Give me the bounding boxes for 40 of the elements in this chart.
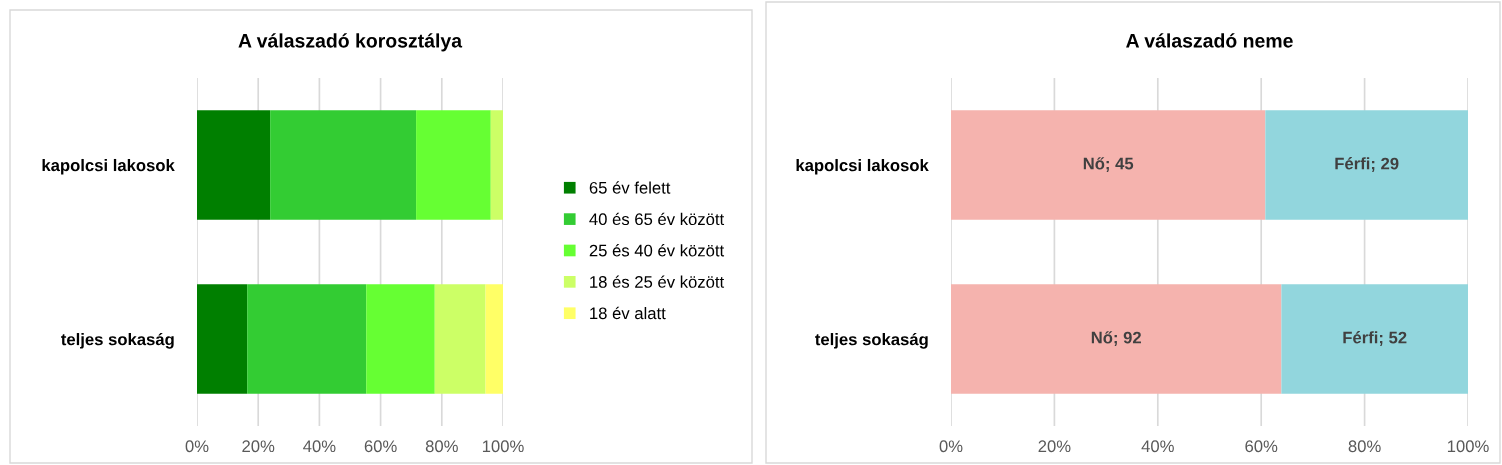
annotation: Férfi; 52 — [1343, 331, 1407, 346]
bar — [490, 110, 503, 220]
x-tick-label: 100% — [1447, 440, 1489, 453]
x-tick-label: 0% — [185, 440, 209, 453]
y-tick-label: kapolcsi lakosok — [796, 158, 929, 175]
x-tick-label: 0% — [939, 440, 963, 453]
x-tick-label: 100% — [482, 440, 524, 453]
bar — [1265, 110, 1468, 220]
x-tick-label: 40% — [303, 440, 336, 453]
annotation: Nő; 45 — [1083, 157, 1134, 172]
y-tick-label: kapolcsi lakosok — [42, 158, 175, 175]
x-tick-label: 60% — [1245, 440, 1278, 453]
bar — [416, 110, 491, 220]
bar — [434, 284, 486, 394]
bar — [366, 284, 435, 394]
chart-title: A válaszadó neme — [1126, 33, 1293, 48]
legend-label: 18 év alatt — [590, 306, 666, 320]
bar — [951, 110, 1266, 220]
x-tick-label: 20% — [1038, 440, 1071, 453]
bar — [485, 284, 503, 394]
x-tick-label: 80% — [425, 440, 458, 453]
legend-label: 40 és 65 év között — [589, 212, 725, 226]
bar — [270, 110, 417, 220]
x-tick-label: 60% — [364, 440, 397, 453]
legend-label: 25 és 40 év között — [589, 244, 725, 257]
bar — [197, 284, 248, 394]
legend-label: 18 és 25 év között — [590, 275, 725, 288]
annotation: Nő; 92 — [1091, 331, 1141, 346]
y-tick-label: teljes sokaság — [61, 332, 174, 349]
bar — [197, 110, 271, 220]
y-tick-label: teljes sokaság — [815, 332, 928, 349]
x-tick-label: 80% — [1348, 440, 1381, 453]
x-tick-label: 40% — [1141, 440, 1174, 453]
legend-label: 65 év felett — [589, 181, 671, 194]
bar — [1281, 284, 1468, 394]
annotation: Férfi; 29 — [1335, 157, 1399, 172]
bar — [951, 284, 1282, 394]
x-tick-label: 20% — [242, 440, 275, 453]
bar — [247, 284, 367, 394]
chart-title: A válaszadó korosztálya — [238, 33, 463, 52]
